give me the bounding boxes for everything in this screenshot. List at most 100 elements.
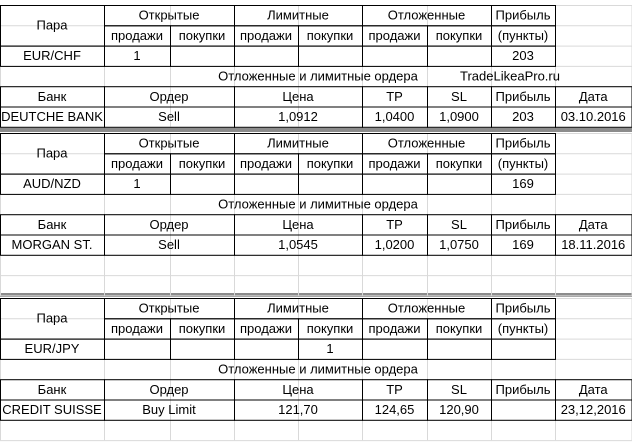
cell: [491, 45, 556, 67]
cell-text: EUR/JPY: [25, 341, 80, 356]
cell-text: 1,0912: [278, 109, 318, 124]
cell-text: TP: [386, 217, 403, 232]
cell-text: покупки: [436, 321, 483, 336]
cell-text: SL: [451, 382, 467, 397]
cell-text: 1,0400: [375, 109, 415, 124]
cell-text: MORGAN ST.: [12, 237, 93, 252]
cell-text: Цена: [282, 382, 314, 397]
cell: [234, 45, 299, 67]
cell-text: 1: [133, 48, 140, 63]
cell-text: Прибыль: [496, 136, 551, 151]
cell-text: DEUTCHE BANK: [1, 109, 103, 124]
separator: [0, 293, 632, 297]
cell-text: продажи: [240, 28, 292, 43]
cell-text: продажи: [369, 28, 421, 43]
cell-text: покупки: [436, 156, 483, 171]
cell-text: 169: [512, 176, 534, 191]
cell-text: Прибыль: [496, 217, 551, 232]
cell-text: TP: [386, 382, 403, 397]
cell-text: продажи: [369, 156, 421, 171]
cell: [234, 338, 299, 360]
cell-text: Прибыль: [496, 89, 551, 104]
cell-text: покупки: [307, 321, 354, 336]
cell: [362, 173, 428, 195]
cell: [298, 173, 363, 195]
cell-text: 1,0200: [375, 237, 415, 252]
cell-text: Открытые: [139, 136, 200, 151]
cell: [555, 106, 632, 128]
cell: [427, 338, 492, 360]
cell-text: Лимитные: [267, 136, 329, 151]
cell-text: 1,0750: [439, 237, 479, 252]
cell-text: Банк: [38, 217, 67, 232]
cell-text: покупки: [179, 321, 226, 336]
cell-text: Банк: [38, 89, 67, 104]
cell-text: 203: [512, 48, 534, 63]
cell-text: 1,0545: [278, 237, 318, 252]
cell: [170, 173, 235, 195]
cell-text: Sell: [158, 109, 180, 124]
cell-text: (пункты): [498, 321, 549, 336]
cell-text: продажи: [369, 321, 421, 336]
cell-text: Ордер: [149, 89, 188, 104]
cell-text: Пара: [36, 18, 68, 33]
cell: [555, 399, 632, 421]
cell-text: Дата: [579, 382, 609, 397]
section-title: Отложенные и лимитные ордера: [218, 361, 419, 376]
cell-text: Пара: [36, 311, 68, 326]
cell-text: продажи: [111, 28, 163, 43]
cell: [491, 399, 556, 421]
cell-text: 1: [133, 176, 140, 191]
cell-text: Открытые: [139, 301, 200, 316]
cell-text: Ордер: [149, 217, 188, 232]
cell-text: Отложенные: [388, 136, 465, 151]
cell-text: продажи: [240, 156, 292, 171]
cell: [491, 173, 556, 195]
section-title: Отложенные и лимитные ордера: [218, 196, 419, 211]
cell-text: продажи: [111, 156, 163, 171]
cell-text: Прибыль: [496, 8, 551, 23]
cell: [104, 338, 171, 360]
watermark: TradeLikeaPro.ru: [460, 68, 560, 83]
cell-text: продажи: [111, 321, 163, 336]
cell-text: Открытые: [139, 8, 200, 23]
cell-text: 1,0900: [439, 109, 479, 124]
cell-text: SL: [451, 217, 467, 232]
cell-text: 169: [512, 237, 534, 252]
cell-text: 23,12,2016: [561, 402, 626, 417]
cell-text: AUD/NZD: [23, 176, 81, 191]
cell-text: покупки: [179, 28, 226, 43]
cell-text: Sell: [158, 237, 180, 252]
cell-text: 18.11.2016: [561, 237, 625, 252]
section-title: Отложенные и лимитные ордера: [218, 68, 419, 83]
cell-text: продажи: [240, 321, 292, 336]
cell: [234, 173, 299, 195]
cell-text: Прибыль: [496, 382, 551, 397]
cell-text: Лимитные: [267, 301, 329, 316]
cell-text: Отложенные: [388, 8, 465, 23]
cell: [427, 45, 492, 67]
cell: [170, 338, 235, 360]
cell: [170, 45, 235, 67]
cell-text: 121,70: [278, 402, 318, 417]
cell-text: Цена: [282, 89, 314, 104]
cell-text: Ордер: [149, 382, 188, 397]
cell-text: Buy Limit: [142, 402, 196, 417]
cell-text: EUR/CHF: [23, 48, 81, 63]
cell-text: 03.10.2016: [561, 109, 626, 124]
cell-text: Банк: [38, 382, 67, 397]
cell-text: покупки: [179, 156, 226, 171]
cell-text: Отложенные: [388, 301, 465, 316]
cell-text: (пункты): [498, 156, 549, 171]
cell-text: CREDIT SUISSE: [2, 402, 102, 417]
cell-text: TP: [386, 89, 403, 104]
cell-text: Прибыль: [496, 301, 551, 316]
cell-text: покупки: [307, 156, 354, 171]
cell-text: 203: [512, 109, 534, 124]
cell-text: Пара: [36, 146, 68, 161]
cell-text: 124,65: [375, 402, 415, 417]
cell-text: Цена: [282, 217, 314, 232]
cell-text: Лимитные: [267, 8, 329, 23]
cell-text: Дата: [579, 217, 609, 232]
cell-text: (пункты): [498, 28, 549, 43]
